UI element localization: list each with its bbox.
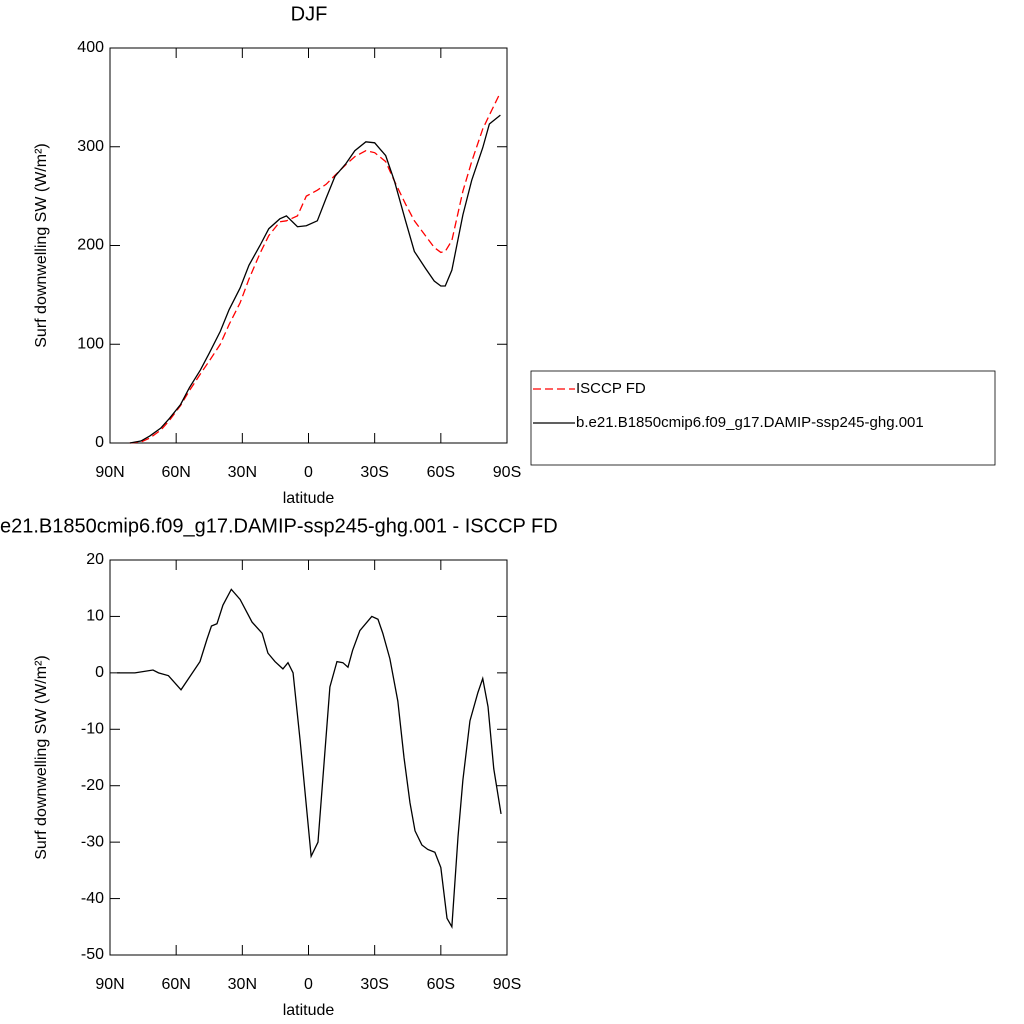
series-line <box>129 114 501 444</box>
x-tick-label: 0 <box>304 464 313 481</box>
x-tick-label: 30N <box>228 976 257 993</box>
y-tick-label: 10 <box>86 608 104 625</box>
legend-label: b.e21.B1850cmip6.f09_g17.DAMIP-ssp245-gh… <box>576 414 924 431</box>
y-tick-label: -50 <box>81 946 104 963</box>
y-tick-label: -10 <box>81 721 104 738</box>
x-tick-label: 90S <box>493 976 521 993</box>
y-axis-label: Surf downwelling SW (W/m²) <box>33 655 50 859</box>
y-tick-label: 200 <box>77 237 104 254</box>
x-tick-label: 90N <box>95 464 124 481</box>
y-tick-label: 20 <box>86 551 104 568</box>
series-line <box>129 92 501 444</box>
y-axis-label: Surf downwelling SW (W/m²) <box>33 143 50 347</box>
y-tick-label: -30 <box>81 833 104 850</box>
x-tick-label: 60N <box>161 976 190 993</box>
x-tick-label: 30S <box>360 464 388 481</box>
chart-title: e21.B1850cmip6.f09_g17.DAMIP-ssp245-ghg.… <box>0 515 558 537</box>
series-line <box>117 588 502 929</box>
x-tick-label: 60S <box>427 976 455 993</box>
x-tick-label: 30N <box>228 464 257 481</box>
x-tick-label: 60S <box>427 464 455 481</box>
x-tick-label: 0 <box>304 976 313 993</box>
x-tick-label: 60N <box>161 464 190 481</box>
y-tick-label: 100 <box>77 335 104 352</box>
x-tick-label: 90S <box>493 464 521 481</box>
y-tick-label: 0 <box>95 664 104 681</box>
x-axis-label: latitude <box>283 1002 335 1019</box>
plot-frame <box>109 559 508 956</box>
y-tick-label: 400 <box>77 39 104 56</box>
chart-title: DJF <box>291 3 328 25</box>
y-tick-label: 300 <box>77 138 104 155</box>
legend-box <box>530 370 996 466</box>
legend: ISCCP FD b.e21.B1850cmip6.f09_g17.DAMIP-s… <box>530 370 996 466</box>
y-tick-label: 0 <box>95 434 104 451</box>
x-tick-label: 30S <box>360 976 388 993</box>
legend-label: ISCCP FD <box>576 380 646 397</box>
y-tick-label: -20 <box>81 777 104 794</box>
y-tick-label: -40 <box>81 890 104 907</box>
x-axis-label: latitude <box>283 490 335 507</box>
plot-frame <box>109 47 508 444</box>
x-tick-label: 90N <box>95 976 124 993</box>
